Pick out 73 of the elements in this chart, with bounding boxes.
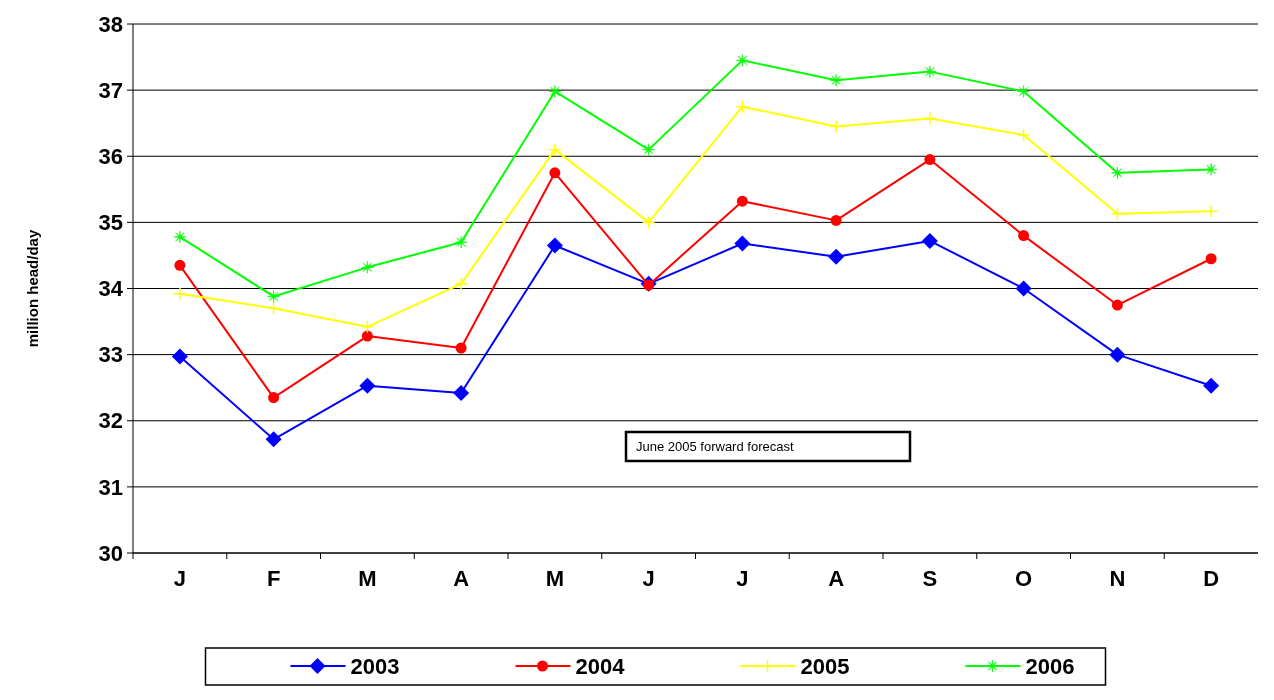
point [829, 73, 843, 87]
x-tick-label: J [173, 566, 186, 591]
point [548, 85, 562, 98]
x-tick-label: A [453, 566, 470, 591]
point [1109, 346, 1126, 363]
point [736, 54, 749, 67]
legend-label: 2005 [800, 653, 850, 679]
x-tick-label: D [1203, 566, 1220, 591]
point [360, 320, 375, 334]
point [268, 392, 280, 404]
point [924, 154, 936, 166]
point [361, 261, 374, 274]
y-tick-label: 36 [98, 143, 123, 169]
legend-label: 2006 [1025, 653, 1075, 679]
y-tick-label: 32 [98, 408, 123, 434]
point [454, 235, 468, 249]
y-axis-title: million head/day [24, 229, 41, 348]
point [171, 348, 188, 365]
point [923, 111, 937, 126]
annotation: June 2005 forward forecast [636, 439, 794, 454]
point [1111, 299, 1123, 311]
y-tick-label: 37 [98, 77, 123, 103]
point [173, 230, 187, 244]
legend-label: 2003 [350, 653, 400, 679]
y-tick-label: 38 [98, 11, 123, 37]
point [642, 143, 655, 156]
point [735, 99, 750, 114]
point [829, 119, 843, 134]
x-tick-label: N [1109, 566, 1126, 591]
point [548, 142, 562, 157]
point [830, 214, 842, 226]
point [1016, 128, 1031, 142]
point [359, 377, 376, 394]
point [1205, 253, 1217, 265]
x-tick-label: J [736, 566, 749, 591]
point [174, 259, 186, 271]
point [1203, 377, 1220, 394]
legend-label: 2004 [575, 653, 626, 679]
point [923, 65, 937, 78]
point [1015, 280, 1032, 297]
point [734, 235, 751, 252]
y-tick-label: 31 [98, 474, 123, 500]
point [455, 342, 467, 354]
x-tick-label: O [1015, 566, 1033, 591]
point [1018, 230, 1030, 242]
point [1111, 166, 1124, 180]
x-tick-label: A [828, 566, 845, 591]
point [1204, 204, 1218, 218]
point [921, 232, 938, 249]
point [454, 277, 468, 291]
point [361, 330, 373, 342]
point [549, 167, 561, 179]
point [546, 237, 563, 254]
x-tick-label: M [358, 566, 377, 591]
point [641, 215, 656, 230]
point [173, 287, 187, 301]
x-tick-label: J [642, 566, 655, 591]
point [267, 290, 280, 303]
point [1204, 163, 1218, 176]
point [1017, 85, 1030, 98]
y-tick-label: 30 [98, 540, 123, 566]
point [266, 301, 281, 316]
y-tick-label: 33 [98, 342, 123, 368]
x-tick-label: S [922, 566, 938, 591]
point [1110, 207, 1125, 221]
point [453, 384, 470, 401]
point [736, 195, 748, 207]
y-tick-label: 34 [98, 276, 124, 302]
x-tick-label: F [266, 566, 281, 591]
y-tick-label: 35 [98, 210, 123, 236]
point [265, 431, 282, 448]
x-tick-label: M [545, 566, 565, 591]
point [828, 248, 845, 265]
